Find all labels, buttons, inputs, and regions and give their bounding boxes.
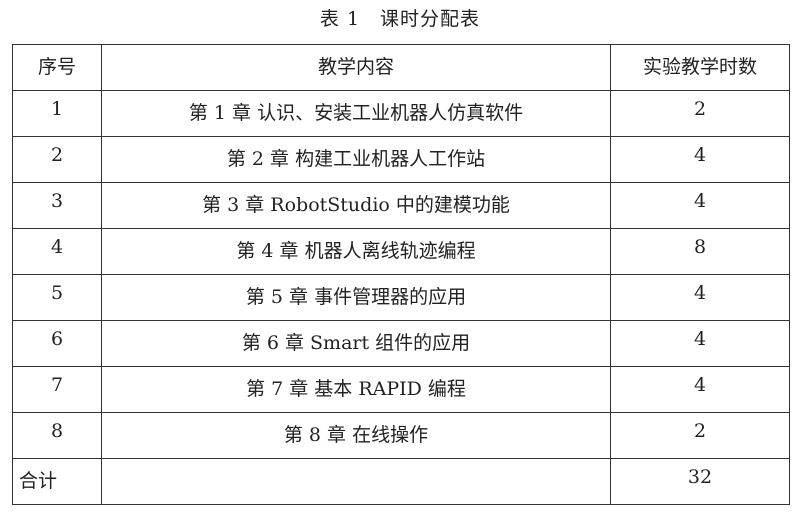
cell-content: 第 1 章 认识、安装工业机器人仿真软件 bbox=[101, 90, 611, 137]
cell-hours: 4 bbox=[610, 320, 790, 367]
table-header-row: 序号 教学内容 实验教学时数 bbox=[12, 44, 790, 91]
cell-hours: 2 bbox=[610, 412, 790, 459]
cell-hours: 4 bbox=[610, 274, 790, 321]
cell-hours: 4 bbox=[610, 182, 790, 229]
cell-number: 1 bbox=[12, 90, 102, 137]
cell-hours: 4 bbox=[610, 366, 790, 413]
cell-content: 第 3 章 RobotStudio 中的建模功能 bbox=[101, 182, 611, 229]
cell-hours: 2 bbox=[610, 90, 790, 137]
cell-content: 第 6 章 Smart 组件的应用 bbox=[101, 320, 611, 367]
header-hours: 实验教学时数 bbox=[610, 44, 790, 91]
cell-content: 第 7 章 基本 RAPID 编程 bbox=[101, 366, 611, 413]
cell-number: 3 bbox=[12, 182, 102, 229]
total-label: 合计 bbox=[12, 458, 102, 505]
total-hours: 32 bbox=[610, 458, 790, 505]
total-content bbox=[101, 458, 611, 505]
header-number: 序号 bbox=[12, 44, 102, 91]
cell-content: 第 8 章 在线操作 bbox=[101, 412, 611, 459]
table-title: 表 1 课时分配表 bbox=[319, 8, 481, 30]
total-row: 合计 32 bbox=[12, 458, 790, 505]
cell-number: 5 bbox=[12, 274, 102, 321]
cell-number: 2 bbox=[12, 136, 102, 183]
cell-number: 7 bbox=[12, 366, 102, 413]
cell-hours: 8 bbox=[610, 228, 790, 275]
cell-number: 6 bbox=[12, 320, 102, 367]
cell-number: 8 bbox=[12, 412, 102, 459]
cell-content: 第 2 章 构建工业机器人工作站 bbox=[101, 136, 611, 183]
cell-content: 第 5 章 事件管理器的应用 bbox=[101, 274, 611, 321]
cell-content: 第 4 章 机器人离线轨迹编程 bbox=[101, 228, 611, 275]
cell-number: 4 bbox=[12, 228, 102, 275]
header-content: 教学内容 bbox=[101, 44, 611, 91]
cell-hours: 4 bbox=[610, 136, 790, 183]
